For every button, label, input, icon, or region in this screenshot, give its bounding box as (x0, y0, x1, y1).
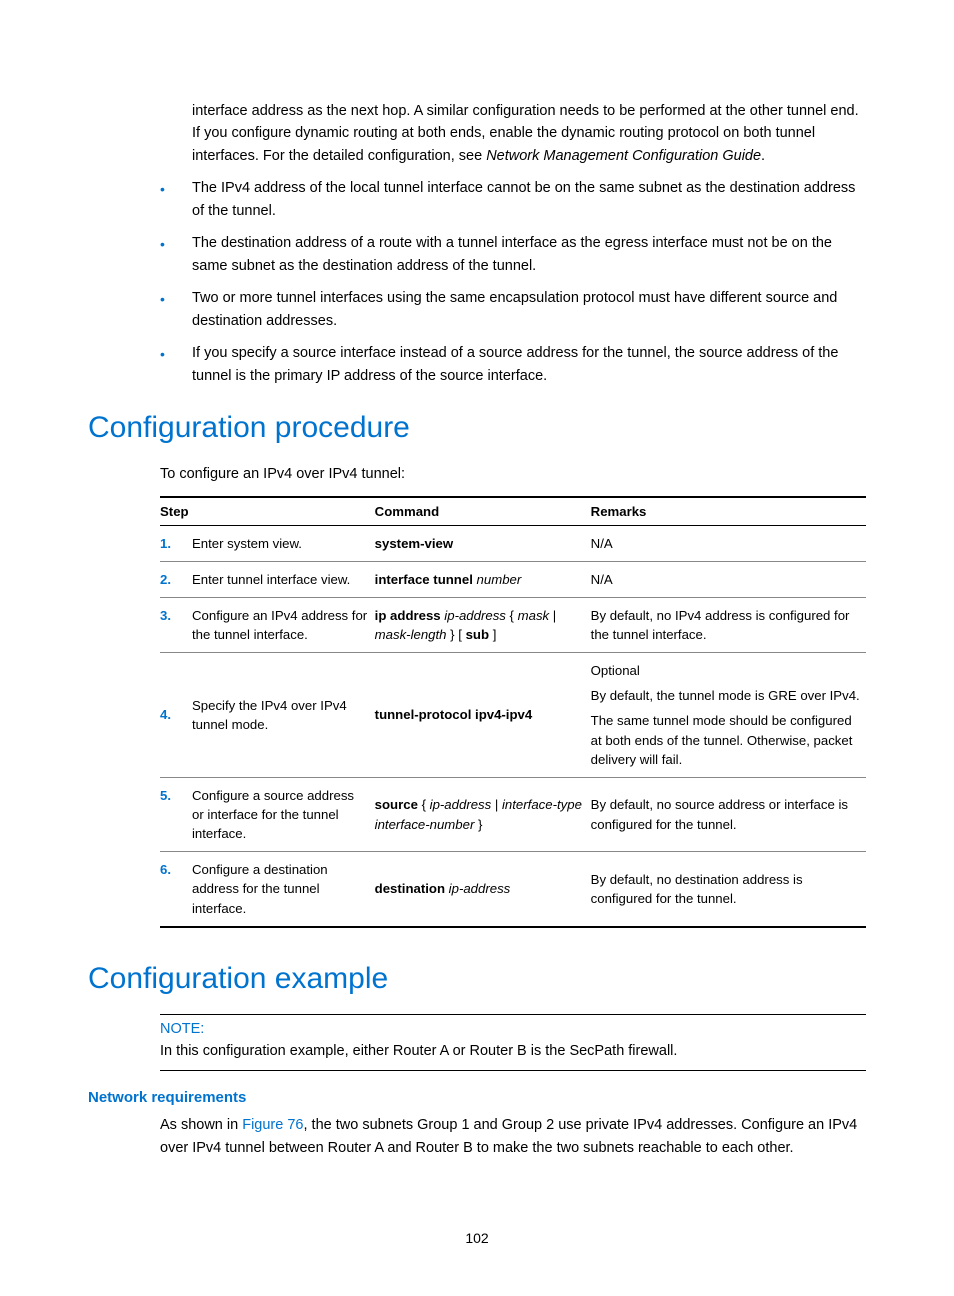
table-row: 1. Enter system view. system-view N/A (160, 525, 866, 561)
remarks-line: By default, the tunnel mode is GRE over … (591, 686, 860, 705)
col-header-command: Command (375, 497, 591, 526)
step-remarks: N/A (591, 561, 866, 597)
section-heading-procedure: Configuration procedure (88, 411, 866, 445)
step-desc: Specify the IPv4 over IPv4 tunnel mode. (192, 653, 375, 778)
table-header-row: Step Command Remarks (160, 497, 866, 526)
note-label: NOTE: (160, 1021, 866, 1037)
intro-text-italic: Network Management Configuration Guide (486, 148, 761, 164)
step-number: 3. (160, 597, 192, 652)
bullet-item: The IPv4 address of the local tunnel int… (160, 177, 866, 222)
step-command: ip address ip-address { mask | mask-leng… (375, 597, 591, 652)
cmd-italic: mask-length (375, 627, 447, 642)
cmd-bold: ip address (375, 608, 441, 623)
bullet-item: If you specify a source interface instea… (160, 342, 866, 387)
page-container: interface address as the next hop. A sim… (0, 0, 954, 1296)
cmd-plain: | (491, 797, 502, 812)
cmd-italic: ip-address (441, 608, 506, 623)
step-remarks: By default, no source address or interfa… (591, 777, 866, 851)
step-number: 2. (160, 561, 192, 597)
table-row: 6. Configure a destination address for t… (160, 852, 866, 927)
procedure-lead: To configure an IPv4 over IPv4 tunnel: (160, 463, 866, 485)
remarks-line: Optional (591, 661, 860, 680)
cmd-bold: source (375, 797, 418, 812)
bullet-item: The destination address of a route with … (160, 232, 866, 277)
note-box: NOTE: In this configuration example, eit… (160, 1014, 866, 1072)
cmd-italic: number (473, 572, 521, 587)
cmd-bold: tunnel-protocol ipv4-ipv4 (375, 707, 533, 722)
para-pre: As shown in (160, 1117, 242, 1133)
bullet-list: The IPv4 address of the local tunnel int… (160, 177, 866, 387)
step-command: source { ip-address | interface-type int… (375, 777, 591, 851)
step-desc: Enter system view. (192, 525, 375, 561)
cmd-plain: | (549, 608, 556, 623)
bullet-item: Two or more tunnel interfaces using the … (160, 287, 866, 332)
cmd-plain: } (474, 817, 482, 832)
cmd-bold: system-view (375, 536, 453, 551)
table-row: 5. Configure a source address or interfa… (160, 777, 866, 851)
step-desc: Configure an IPv4 address for the tunnel… (192, 597, 375, 652)
step-desc: Configure a source address or interface … (192, 777, 375, 851)
table-row: 4. Specify the IPv4 over IPv4 tunnel mod… (160, 653, 866, 778)
col-header-step: Step (160, 497, 375, 526)
table-row: 2. Enter tunnel interface view. interfac… (160, 561, 866, 597)
step-number: 5. (160, 777, 192, 851)
page-number: 102 (0, 1230, 954, 1246)
cmd-bold: sub (466, 627, 489, 642)
step-number: 6. (160, 852, 192, 927)
cmd-bold: interface tunnel (375, 572, 473, 587)
col-header-remarks: Remarks (591, 497, 866, 526)
section-heading-example: Configuration example (88, 962, 866, 996)
step-command: destination ip-address (375, 852, 591, 927)
subheading-network-req: Network requirements (88, 1089, 866, 1106)
remarks-line: The same tunnel mode should be configure… (591, 711, 860, 768)
cmd-plain: { (506, 608, 518, 623)
step-remarks: By default, no destination address is co… (591, 852, 866, 927)
network-req-paragraph: As shown in Figure 76, the two subnets G… (160, 1114, 866, 1159)
intro-text-post: . (761, 148, 765, 164)
cmd-plain: { (418, 797, 430, 812)
cmd-italic: ip-address (430, 797, 492, 812)
step-desc: Enter tunnel interface view. (192, 561, 375, 597)
figure-reference-link[interactable]: Figure 76 (242, 1117, 303, 1133)
cmd-plain: ] (489, 627, 496, 642)
step-command: system-view (375, 525, 591, 561)
intro-paragraph-block: interface address as the next hop. A sim… (192, 100, 866, 167)
cmd-plain: } [ (447, 627, 466, 642)
table-row: 3. Configure an IPv4 address for the tun… (160, 597, 866, 652)
note-text: In this configuration example, either Ro… (160, 1041, 866, 1063)
intro-paragraph: interface address as the next hop. A sim… (192, 100, 866, 167)
cmd-italic: mask (518, 608, 550, 623)
step-command: interface tunnel number (375, 561, 591, 597)
step-remarks: Optional By default, the tunnel mode is … (591, 653, 866, 778)
config-table: Step Command Remarks 1. Enter system vie… (160, 496, 866, 928)
step-command: tunnel-protocol ipv4-ipv4 (375, 653, 591, 778)
cmd-bold: destination (375, 881, 445, 896)
step-desc: Configure a destination address for the … (192, 852, 375, 927)
step-remarks: N/A (591, 525, 866, 561)
cmd-italic: ip-address (445, 881, 510, 896)
step-number: 4. (160, 653, 192, 778)
step-remarks: By default, no IPv4 address is configure… (591, 597, 866, 652)
step-number: 1. (160, 525, 192, 561)
